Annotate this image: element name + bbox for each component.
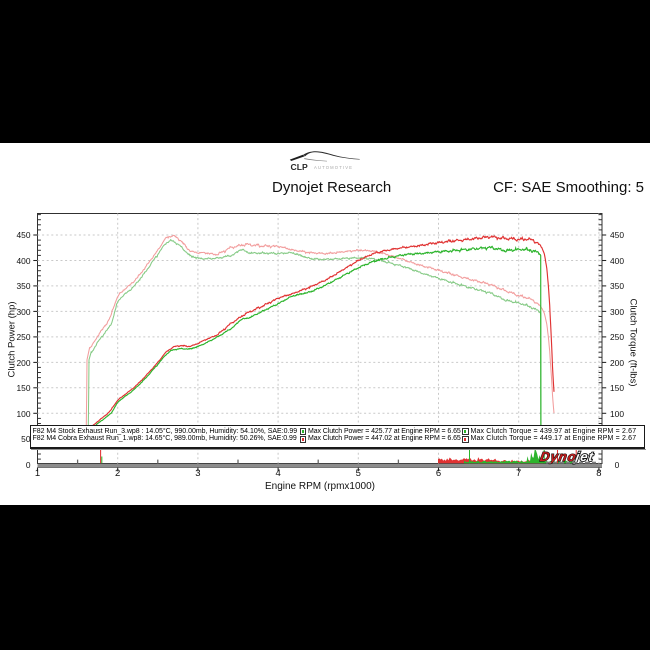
svg-text:Dyno: Dyno <box>539 449 578 464</box>
svg-text:jet: jet <box>572 449 595 464</box>
